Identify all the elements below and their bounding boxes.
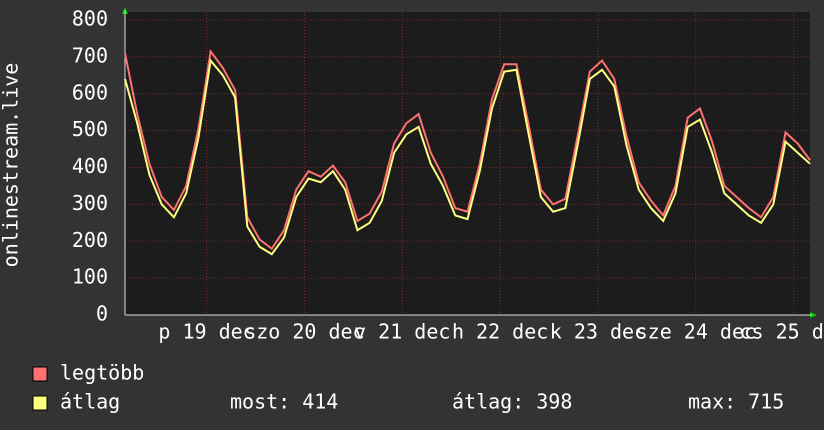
stat-label: max: xyxy=(688,390,736,414)
stat-label: átlag: xyxy=(452,390,524,414)
legend-label: legtöbb xyxy=(60,361,144,385)
y-tick-label: 0 xyxy=(96,302,108,326)
stat-label: most: xyxy=(230,390,290,414)
y-tick-label: 500 xyxy=(72,117,108,141)
axis-arrow xyxy=(810,312,817,318)
y-tick-label: 800 xyxy=(72,7,108,31)
y-tick-label: 600 xyxy=(72,80,108,104)
x-tick-label: cs 25 dec xyxy=(740,320,824,344)
y-tick-label: 300 xyxy=(72,191,108,215)
legend-swatch xyxy=(32,366,48,382)
x-tick-label: h 22 dec xyxy=(452,320,548,344)
y-tick-label: 200 xyxy=(72,228,108,252)
x-tick-label: p 19 dec xyxy=(158,320,254,344)
y-tick-label: 700 xyxy=(72,43,108,67)
plot-area xyxy=(125,12,810,315)
series-line xyxy=(124,58,811,256)
x-tick-label: k 23 dec xyxy=(550,320,646,344)
stat-value: 414 xyxy=(302,390,338,414)
x-tick-label: sze 24 dec xyxy=(636,320,756,344)
y-axis-label: onlinestream.live xyxy=(0,63,23,268)
y-tick-label: 100 xyxy=(72,265,108,289)
y-tick-label: 400 xyxy=(72,154,108,178)
x-tick-label: v 21 dec xyxy=(354,320,450,344)
legend-label: átlag xyxy=(60,390,120,414)
stat-value: 398 xyxy=(536,390,572,414)
stat-value: 715 xyxy=(748,390,784,414)
x-tick-label: szo 20 dec xyxy=(244,320,364,344)
legend-swatch xyxy=(32,395,48,411)
